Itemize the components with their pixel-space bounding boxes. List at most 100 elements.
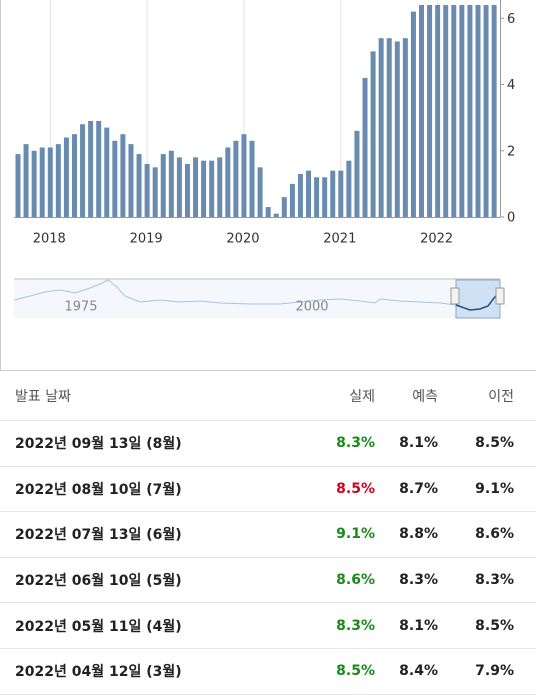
bar <box>184 164 190 217</box>
bar <box>225 147 231 217</box>
bar <box>209 160 215 217</box>
value-cell: 8.3% <box>336 435 375 452</box>
date-cell: 2022년 04월 12일 (3월) <box>15 664 182 681</box>
bar <box>483 5 489 217</box>
bar <box>15 154 21 217</box>
bar <box>362 77 368 217</box>
bar <box>354 130 360 217</box>
bar <box>168 150 174 217</box>
bar <box>120 134 126 217</box>
bar <box>370 51 376 217</box>
value-cell: 8.5% <box>336 480 375 497</box>
value-cell: 8.4% <box>399 663 438 680</box>
x-tick-label: 2022 <box>420 232 453 247</box>
bar <box>31 150 37 217</box>
bar <box>419 5 424 217</box>
bar <box>71 134 77 217</box>
y-tick-label: 2 <box>507 144 515 159</box>
date-cell: 2022년 08월 10일 (7월) <box>15 481 182 498</box>
table: 발표 날짜 실제 예측 이전 2022년 09월 13일 (8월) 8.3% 8.1% 8.5… <box>0 372 536 695</box>
value-cell: 8.3% <box>336 617 375 634</box>
bar <box>265 207 271 217</box>
bars <box>15 5 497 217</box>
value-cell: 8.5% <box>475 435 514 452</box>
bar <box>410 11 416 217</box>
bar <box>330 170 336 217</box>
value-cell: 8.1% <box>399 435 438 452</box>
bar <box>451 5 457 217</box>
value-cell: 8.7% <box>399 480 438 497</box>
x-tick-label: 2021 <box>323 232 356 247</box>
y-tick-label: 4 <box>507 78 515 93</box>
navigator-handle-left[interactable] <box>450 287 460 305</box>
bar <box>459 5 465 217</box>
value-cell: 8.5% <box>336 663 375 680</box>
bar <box>128 144 134 217</box>
date-cell: 2022년 06월 10일 (5월) <box>15 573 182 590</box>
value-cell: 7.9% <box>475 663 514 680</box>
date-cell: 2022년 07월 13일 (6월) <box>15 527 182 544</box>
bar <box>257 167 263 217</box>
bar <box>306 170 312 217</box>
bar <box>160 154 166 217</box>
bar <box>289 183 295 217</box>
x-tick-label: 2019 <box>130 232 163 247</box>
bar <box>322 177 328 217</box>
value-cell: 9.1% <box>475 480 514 497</box>
value-cell: 8.5% <box>475 617 514 634</box>
bar <box>47 147 53 217</box>
bar <box>249 140 255 217</box>
bar <box>273 213 279 217</box>
bar <box>112 140 118 217</box>
navigator-label: 1975 <box>64 300 97 315</box>
navigator: 1975 2000 <box>13 278 505 319</box>
bar <box>314 177 320 217</box>
bar <box>475 5 481 217</box>
bar <box>144 164 150 217</box>
bar <box>427 5 433 217</box>
bar <box>217 157 223 217</box>
bar <box>346 160 352 217</box>
date-cell: 2022년 09월 13일 (8월) <box>15 436 182 453</box>
navigator-handle-right[interactable] <box>495 287 505 305</box>
navigator-line <box>13 279 501 311</box>
header-cell: 이전 <box>488 389 514 405</box>
date-cell: 2022년 05월 11일 (4월) <box>15 618 182 635</box>
value-cell: 9.1% <box>336 526 375 543</box>
bar <box>467 5 473 217</box>
bar <box>297 173 303 217</box>
bar <box>394 41 400 217</box>
value-cell: 8.3% <box>399 572 438 589</box>
navigator-label: 2000 <box>295 300 328 315</box>
table-row: 2022년 04월 12일 (3월) 8.5% 8.4% 7.9% <box>0 649 536 695</box>
bar <box>338 170 344 217</box>
bar <box>23 144 29 217</box>
bar <box>201 160 207 217</box>
header-cell: 실제 <box>349 389 375 405</box>
value-cell: 8.6% <box>475 526 514 543</box>
y-tick-label: 0 <box>507 211 515 226</box>
bar <box>80 124 86 217</box>
bar <box>193 157 199 217</box>
bar <box>241 134 247 217</box>
bar <box>63 137 69 217</box>
bar <box>386 38 392 217</box>
bar <box>378 38 384 217</box>
table-header: 발표 날짜 실제 예측 이전 <box>0 372 536 421</box>
bar <box>88 120 94 217</box>
value-cell: 8.8% <box>399 526 438 543</box>
header-cell: 예측 <box>412 389 438 405</box>
bar <box>152 167 158 217</box>
bar <box>39 147 45 217</box>
value-cell: 8.6% <box>336 572 375 589</box>
bar <box>136 154 142 217</box>
y-tick-label: 6 <box>507 12 515 27</box>
x-tick-label: 2018 <box>33 232 66 247</box>
table-row: 2022년 06월 10일 (5월) 8.6% 8.3% 8.3% <box>0 558 536 604</box>
table-row: 2022년 05월 11일 (4월) 8.3% 8.1% 8.5% <box>0 603 536 649</box>
value-cell: 8.3% <box>475 572 514 589</box>
bar <box>55 144 61 217</box>
table-row: 2022년 08월 10일 (7월) 8.5% 8.7% 9.1% <box>0 467 536 513</box>
bar <box>443 5 449 217</box>
